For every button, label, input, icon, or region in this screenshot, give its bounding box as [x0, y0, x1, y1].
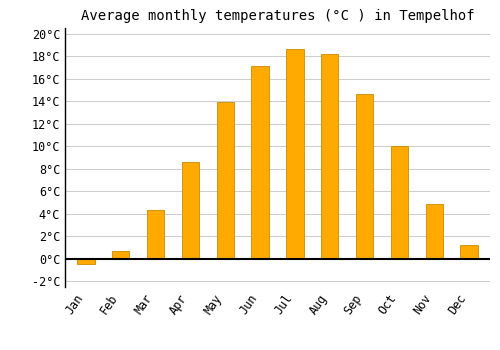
Bar	[286, 49, 304, 259]
Bar	[356, 94, 374, 259]
Bar	[147, 210, 164, 259]
Bar	[252, 66, 269, 259]
Bar	[112, 251, 130, 259]
Bar	[216, 102, 234, 259]
Bar	[321, 54, 338, 259]
Title: Average monthly temperatures (°C ) in Tempelhof: Average monthly temperatures (°C ) in Te…	[80, 9, 474, 23]
Bar	[460, 245, 478, 259]
Bar	[77, 259, 94, 265]
Bar	[182, 162, 199, 259]
Bar	[390, 146, 408, 259]
Bar	[426, 204, 443, 259]
